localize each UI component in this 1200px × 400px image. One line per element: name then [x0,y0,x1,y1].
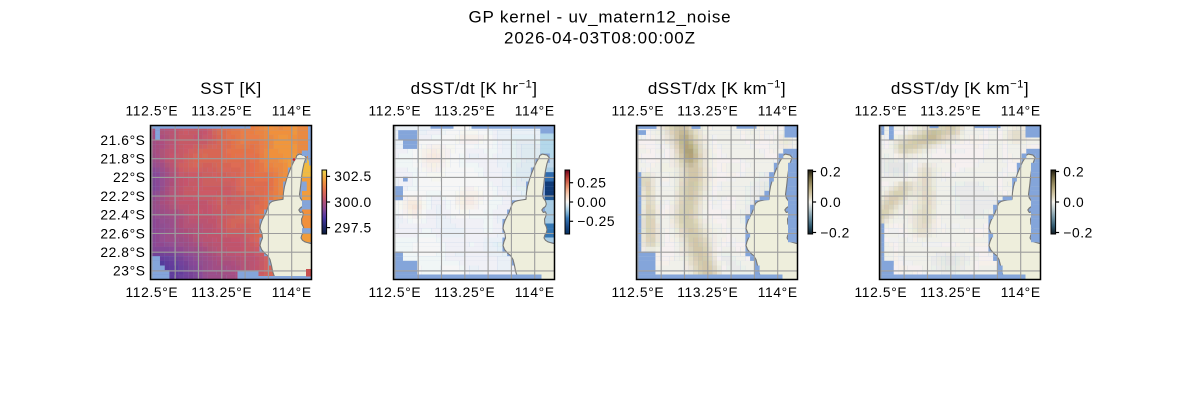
svg-text:dSST/dy [K km−1]: dSST/dy [K km−1] [891,79,1029,99]
svg-text:SST [K]: SST [K] [200,79,261,98]
svg-text:22.8°S: 22.8°S [100,245,145,260]
svg-text:−0.2: −0.2 [820,225,850,240]
svg-text:−0.2: −0.2 [1063,225,1093,240]
svg-text:114°E: 114°E [758,285,798,300]
svg-text:22.6°S: 22.6°S [100,226,145,241]
svg-text:112.5°E: 112.5°E [855,285,908,300]
svg-text:300.0: 300.0 [334,195,372,210]
svg-text:0.0: 0.0 [820,195,841,210]
svg-text:112.5°E: 112.5°E [612,285,665,300]
svg-text:0.25: 0.25 [577,176,606,191]
svg-text:297.5: 297.5 [334,220,372,235]
svg-text:dSST/dx [K km−1]: dSST/dx [K km−1] [648,79,786,99]
svg-text:113.25°E: 113.25°E [434,285,495,300]
svg-text:22°S: 22°S [113,170,145,185]
svg-text:0.00: 0.00 [577,195,606,210]
svg-text:114°E: 114°E [758,104,798,119]
svg-text:22.2°S: 22.2°S [100,189,145,204]
svg-text:114°E: 114°E [1001,285,1041,300]
svg-text:114°E: 114°E [272,285,312,300]
svg-text:21.8°S: 21.8°S [100,152,145,167]
svg-text:112.5°E: 112.5°E [612,104,665,119]
svg-text:112.5°E: 112.5°E [126,104,179,119]
svg-text:113.25°E: 113.25°E [920,104,981,119]
svg-text:112.5°E: 112.5°E [855,104,908,119]
svg-text:0.2: 0.2 [1063,164,1084,179]
svg-text:112.5°E: 112.5°E [369,104,422,119]
svg-text:113.25°E: 113.25°E [191,285,252,300]
svg-text:302.5: 302.5 [334,169,372,184]
svg-text:dSST/dt [K hr−1]: dSST/dt [K hr−1] [411,79,538,99]
svg-text:114°E: 114°E [272,104,312,119]
svg-text:23°S: 23°S [113,264,145,279]
svg-text:113.25°E: 113.25°E [191,104,252,119]
svg-text:0.2: 0.2 [820,164,841,179]
svg-text:112.5°E: 112.5°E [369,285,422,300]
svg-text:113.25°E: 113.25°E [434,104,495,119]
svg-text:114°E: 114°E [515,104,555,119]
svg-text:114°E: 114°E [1001,104,1041,119]
svg-text:21.6°S: 21.6°S [100,133,145,148]
svg-text:−0.25: −0.25 [577,214,615,229]
svg-text:112.5°E: 112.5°E [126,285,179,300]
svg-text:113.25°E: 113.25°E [920,285,981,300]
svg-text:0.0: 0.0 [1063,195,1084,210]
svg-text:114°E: 114°E [515,285,555,300]
svg-text:22.4°S: 22.4°S [100,208,145,223]
svg-text:113.25°E: 113.25°E [677,285,738,300]
svg-text:2026-04-03T08:00:00Z: 2026-04-03T08:00:00Z [504,29,696,48]
svg-text:113.25°E: 113.25°E [677,104,738,119]
svg-text:GP kernel - uv_matern12_noise: GP kernel - uv_matern12_noise [469,8,732,27]
